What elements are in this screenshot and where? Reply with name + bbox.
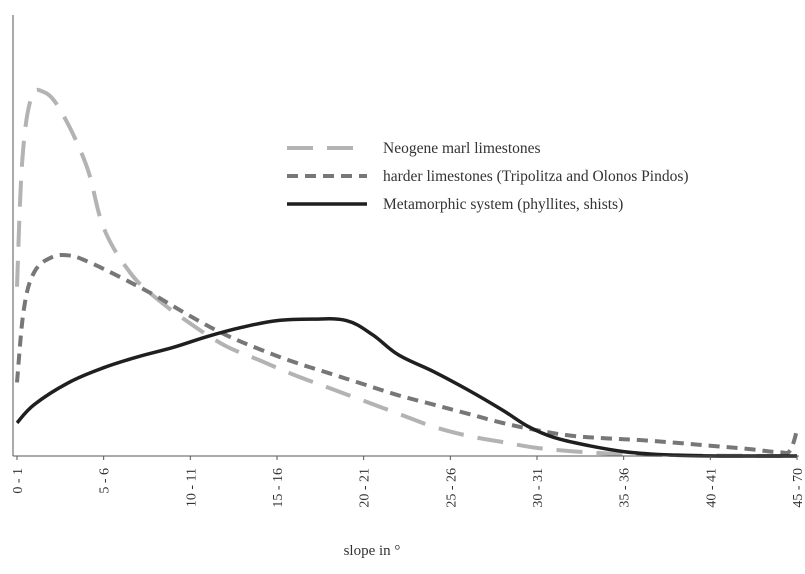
legend-label-2: harder limestones (Tripolitza and Olonos… — [383, 168, 689, 185]
x-axis-ticks: 0 - 1 5 - 6 10 - 11 15 - 16 20 - 21 25 - 26 30… — [11, 456, 805, 508]
x-tick-label: 15 - 16 — [271, 468, 286, 508]
series-line-2 — [15, 252, 799, 456]
legend-label-1: Neogene marl limestones — [383, 140, 541, 157]
x-tick-label: 35 - 36 — [618, 468, 633, 508]
x-axis-title: slope in ° — [344, 543, 401, 559]
plot-area — [15, 87, 799, 459]
x-tick-label: 30 - 31 — [531, 468, 546, 508]
x-tick-label: 0 - 1 — [11, 468, 26, 494]
legend-label-3: Metamorphic system (phyllites, shists) — [383, 196, 623, 213]
x-tick-label: 5 - 6 — [98, 468, 113, 494]
x-tick-label: 20 - 21 — [358, 468, 373, 508]
x-tick-label: 25 - 26 — [444, 468, 459, 508]
x-tick-label: 10 - 11 — [184, 468, 199, 507]
legend: Neogene marl limestones harder limestones… — [287, 140, 689, 213]
series-line-3 — [15, 317, 797, 458]
x-tick-label: 40 - 41 — [704, 468, 719, 508]
x-tick-label: 45 - 70 — [791, 468, 805, 508]
